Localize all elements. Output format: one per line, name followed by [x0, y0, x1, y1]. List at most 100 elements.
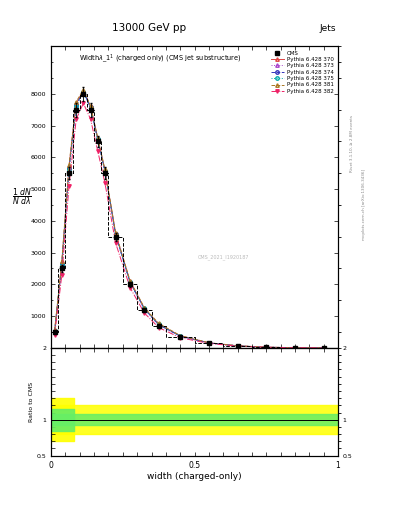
Pythia 6.428 382 [67, 183, 72, 189]
Pythia 6.428 375 [235, 343, 240, 349]
Pythia 6.428 373 [156, 322, 161, 328]
Pythia 6.428 374 [207, 340, 211, 346]
Pythia 6.428 370 [67, 164, 72, 170]
Pythia 6.428 381 [81, 87, 86, 93]
Pythia 6.428 382 [142, 310, 147, 316]
Pythia 6.428 370 [88, 103, 93, 110]
Pythia 6.428 373 [321, 345, 326, 351]
Pythia 6.428 373 [292, 345, 298, 351]
Pythia 6.428 370 [128, 278, 132, 284]
Line: Pythia 6.428 375: Pythia 6.428 375 [53, 90, 325, 350]
Pythia 6.428 370 [52, 327, 57, 333]
Pythia 6.428 381 [321, 345, 326, 351]
Text: Rivet 3.1.10, ≥ 2.8M events: Rivet 3.1.10, ≥ 2.8M events [350, 115, 354, 172]
Pythia 6.428 374 [52, 328, 57, 334]
Pythia 6.428 370 [235, 343, 240, 349]
Text: Width$\lambda\_1^1$ (charged only) (CMS jet substructure): Width$\lambda\_1^1$ (charged only) (CMS … [79, 52, 241, 65]
Text: Jets: Jets [320, 24, 336, 33]
Pythia 6.428 373 [128, 280, 132, 286]
Pythia 6.428 373 [142, 306, 147, 312]
Pythia 6.428 381 [67, 162, 72, 168]
Pythia 6.428 375 [103, 168, 107, 174]
Pythia 6.428 382 [52, 331, 57, 337]
Pythia 6.428 375 [264, 344, 269, 350]
Text: mcplots.cern.ch [arXiv:1306.3436]: mcplots.cern.ch [arXiv:1306.3436] [362, 169, 365, 240]
Pythia 6.428 374 [292, 345, 298, 351]
Line: Pythia 6.428 373: Pythia 6.428 373 [53, 91, 325, 350]
Pythia 6.428 374 [113, 231, 118, 238]
Pythia 6.428 374 [74, 102, 79, 108]
Pythia 6.428 374 [88, 104, 93, 111]
Pythia 6.428 382 [95, 148, 100, 154]
Pythia 6.428 382 [113, 240, 118, 246]
Pythia 6.428 370 [142, 305, 147, 311]
Pythia 6.428 374 [235, 343, 240, 349]
Pythia 6.428 374 [321, 345, 326, 351]
Pythia 6.428 374 [103, 168, 107, 174]
Pythia 6.428 374 [128, 279, 132, 285]
X-axis label: width (charged-only): width (charged-only) [147, 472, 242, 481]
Pythia 6.428 370 [178, 333, 183, 339]
Pythia 6.428 375 [81, 89, 86, 95]
Pythia 6.428 382 [59, 272, 64, 278]
Pythia 6.428 381 [113, 230, 118, 236]
Pythia 6.428 381 [95, 135, 100, 141]
Pythia 6.428 382 [207, 340, 211, 347]
Text: CMS_2021_I1920187: CMS_2021_I1920187 [197, 254, 249, 260]
Line: Pythia 6.428 370: Pythia 6.428 370 [53, 89, 325, 350]
Pythia 6.428 374 [81, 89, 86, 95]
Pythia 6.428 370 [113, 230, 118, 237]
Text: 13000 GeV pp: 13000 GeV pp [112, 23, 186, 33]
Pythia 6.428 375 [207, 340, 211, 346]
Pythia 6.428 373 [95, 137, 100, 143]
Pythia 6.428 370 [81, 88, 86, 94]
Pythia 6.428 381 [235, 343, 240, 349]
Pythia 6.428 382 [128, 285, 132, 291]
Pythia 6.428 382 [235, 343, 240, 349]
Pythia 6.428 382 [81, 100, 86, 106]
Pythia 6.428 373 [264, 344, 269, 350]
Pythia 6.428 382 [321, 345, 326, 351]
Pythia 6.428 381 [264, 344, 269, 350]
Pythia 6.428 375 [156, 322, 161, 328]
Pythia 6.428 373 [103, 168, 107, 175]
Pythia 6.428 375 [74, 103, 79, 109]
Pythia 6.428 382 [156, 325, 161, 331]
Pythia 6.428 374 [142, 306, 147, 312]
Pythia 6.428 375 [88, 104, 93, 111]
Pythia 6.428 375 [292, 345, 298, 351]
Pythia 6.428 375 [142, 306, 147, 312]
Pythia 6.428 382 [178, 335, 183, 341]
Pythia 6.428 374 [95, 136, 100, 142]
Pythia 6.428 381 [59, 258, 64, 264]
Pythia 6.428 373 [74, 103, 79, 110]
Pythia 6.428 375 [59, 262, 64, 268]
Pythia 6.428 374 [156, 322, 161, 328]
Pythia 6.428 370 [207, 340, 211, 346]
Pythia 6.428 373 [88, 105, 93, 111]
Pythia 6.428 374 [59, 261, 64, 267]
Pythia 6.428 375 [321, 345, 326, 351]
Pythia 6.428 381 [292, 345, 298, 351]
Pythia 6.428 381 [156, 321, 161, 327]
Line: Pythia 6.428 382: Pythia 6.428 382 [53, 101, 325, 350]
Legend: CMS, Pythia 6.428 370, Pythia 6.428 373, Pythia 6.428 374, Pythia 6.428 375, Pyt: CMS, Pythia 6.428 370, Pythia 6.428 373,… [269, 49, 335, 96]
Pythia 6.428 374 [67, 165, 72, 172]
Pythia 6.428 373 [235, 343, 240, 349]
Pythia 6.428 375 [178, 333, 183, 339]
Pythia 6.428 370 [103, 167, 107, 173]
Pythia 6.428 382 [292, 345, 298, 351]
Pythia 6.428 382 [103, 180, 107, 186]
Pythia 6.428 370 [95, 135, 100, 141]
Pythia 6.428 382 [264, 344, 269, 350]
Pythia 6.428 375 [52, 328, 57, 334]
Pythia 6.428 370 [156, 321, 161, 327]
Pythia 6.428 373 [178, 333, 183, 339]
Pythia 6.428 374 [178, 333, 183, 339]
Pythia 6.428 381 [128, 278, 132, 284]
Pythia 6.428 375 [67, 166, 72, 173]
Y-axis label: Ratio to CMS: Ratio to CMS [29, 382, 34, 422]
Pythia 6.428 381 [103, 166, 107, 173]
Pythia 6.428 373 [81, 89, 86, 95]
Pythia 6.428 382 [74, 116, 79, 122]
